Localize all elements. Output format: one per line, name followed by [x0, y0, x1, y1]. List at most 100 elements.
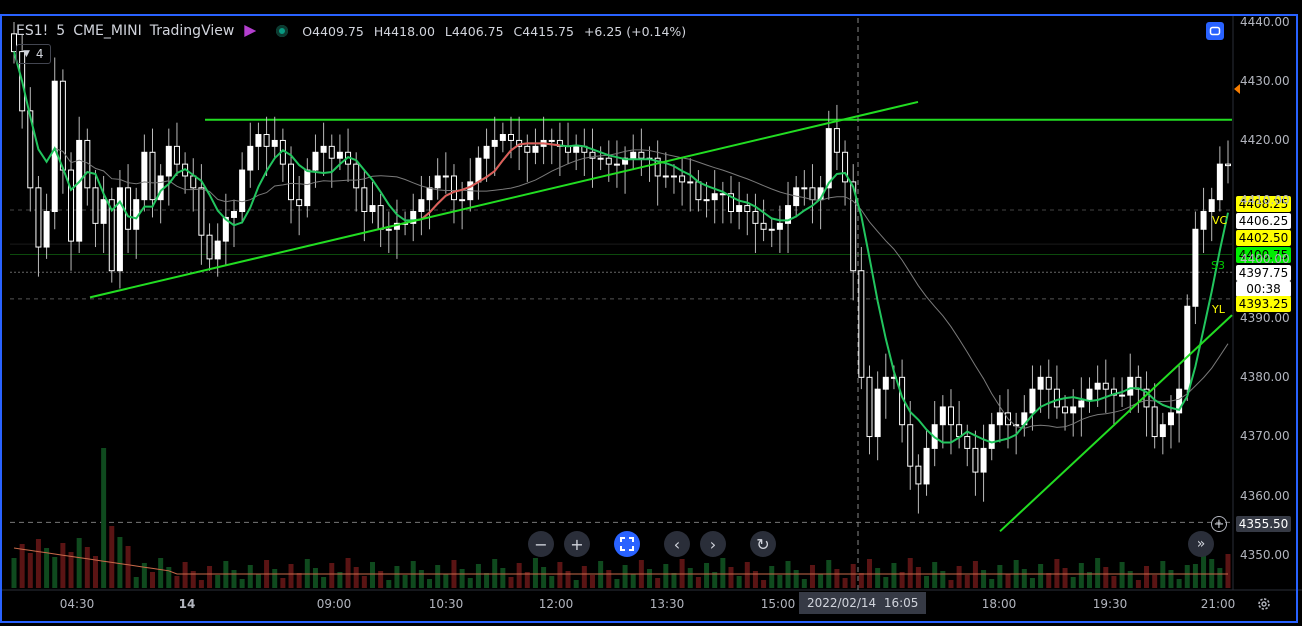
candle [548, 139, 555, 142]
legend-interval[interactable]: 5 [56, 23, 66, 39]
fullscreen-toggle[interactable] [1206, 22, 1224, 40]
candle [59, 80, 66, 171]
candle [1078, 400, 1085, 408]
candle [141, 151, 148, 201]
candle [589, 151, 596, 159]
volume-bar [875, 568, 881, 588]
candle [736, 205, 743, 213]
volume-bar [809, 565, 815, 588]
reset-scale-button[interactable] [614, 531, 640, 557]
candle [353, 163, 360, 189]
volume-bar [981, 570, 987, 588]
volume-bar [818, 574, 824, 588]
candle [630, 151, 637, 159]
volume-bar [1078, 563, 1084, 588]
candle [385, 228, 392, 231]
candle [1159, 424, 1166, 438]
candle [214, 240, 221, 260]
candle [842, 151, 849, 183]
legend-ohlc: O4409.75 H4418.00 L4406.75 C4415.75 +6.2… [302, 24, 692, 39]
volume-bar [932, 562, 938, 588]
volume-bar [52, 557, 58, 588]
candle [43, 211, 50, 248]
price-level-label: 4397.75 [1236, 265, 1291, 281]
legend-source: TradingView [149, 23, 235, 39]
candle [956, 424, 963, 438]
reset-icon: ↻ [756, 534, 770, 554]
candle [475, 157, 482, 183]
price-tick-label: 4400.00 [1240, 251, 1290, 266]
candle [711, 193, 718, 201]
volume-bar [101, 448, 107, 588]
candle [1192, 228, 1199, 307]
candle [459, 199, 466, 202]
indicators-toggle[interactable]: ▼ 4 [16, 44, 51, 64]
volume-bar [321, 577, 327, 588]
candle [752, 211, 759, 224]
price-level-label: 4393.25 [1236, 296, 1291, 312]
candle [125, 187, 132, 230]
volume-bar [174, 576, 180, 588]
add-alert-button[interactable]: + [1211, 516, 1227, 532]
candle [638, 151, 645, 159]
candle [833, 128, 840, 153]
volume-bar [109, 526, 115, 588]
candle [1062, 406, 1069, 414]
ma-fast-line [13, 51, 1229, 444]
price-level-label: 4400.75 [1236, 247, 1291, 263]
candle [670, 175, 677, 178]
candle [1216, 163, 1223, 201]
indicators-count: 4 [35, 47, 44, 61]
volume-bar [752, 571, 758, 588]
volume-bar [207, 566, 213, 588]
volume-bar [76, 538, 82, 588]
scroll-forward-button[interactable]: › [700, 531, 726, 557]
volume-bar [1062, 568, 1068, 588]
volume-bar [1168, 570, 1174, 588]
volume-bar [516, 563, 522, 588]
candle [988, 424, 995, 449]
scroll-left-button[interactable]: ‹ [664, 531, 690, 557]
price-tick-label: 4380.00 [1240, 370, 1290, 385]
volume-bar [736, 576, 742, 588]
volume-bar [1070, 577, 1076, 588]
time-tick-label: 19:30 [1092, 597, 1128, 611]
candle [597, 157, 604, 160]
candle [499, 134, 506, 141]
volume-bar [858, 573, 864, 588]
candle [825, 128, 832, 189]
candle [776, 222, 783, 230]
candle [687, 181, 694, 184]
candle [222, 216, 229, 242]
candle [255, 134, 262, 147]
zoom-out-button[interactable]: − [528, 531, 554, 557]
price-tick-label: 4370.00 [1240, 429, 1290, 444]
volume-bar [182, 562, 188, 588]
scroll-to-realtime-button[interactable]: » [1188, 531, 1214, 557]
flag-icon[interactable] [244, 25, 257, 37]
candle [1013, 424, 1020, 427]
candle [336, 151, 343, 159]
volume-bar [769, 566, 775, 588]
zoom-in-button[interactable]: + [564, 531, 590, 557]
candle [613, 163, 620, 166]
volume-bar [1111, 576, 1117, 588]
candle [35, 187, 42, 248]
plus-icon: + [570, 534, 584, 554]
gear-icon[interactable] [1256, 596, 1272, 612]
candle [1037, 376, 1044, 390]
candle [1070, 406, 1077, 414]
volume-bar [345, 558, 351, 588]
time-tick-label: 13:30 [649, 597, 685, 611]
legend-symbol[interactable]: ES1! [16, 23, 49, 39]
volume-bar [1152, 575, 1158, 588]
volume-bar [190, 571, 196, 588]
volume-bar [125, 546, 131, 588]
crosshair-time: 16:05 [883, 596, 919, 610]
volume-bar [606, 570, 612, 588]
candle [1053, 388, 1060, 408]
candle [703, 199, 710, 202]
volume-bar [1217, 568, 1223, 588]
reset-chart-button[interactable]: ↻ [750, 531, 776, 557]
